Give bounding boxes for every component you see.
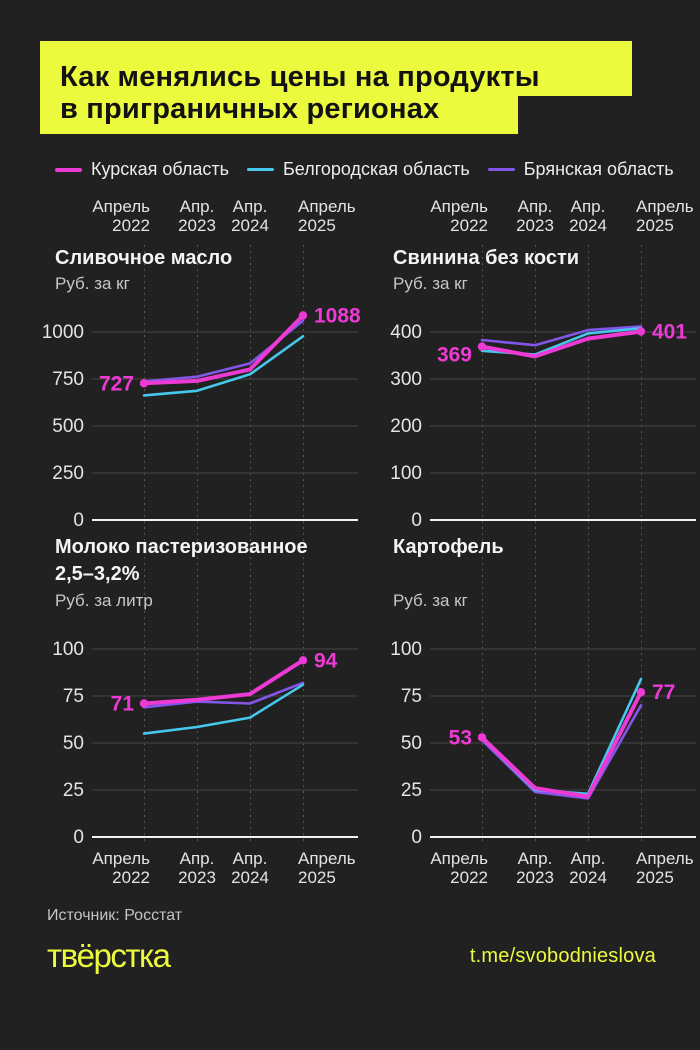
- svg-text:71: 71: [111, 693, 135, 716]
- chart-unit-label: Руб. за кг: [55, 274, 130, 293]
- x-axis-label: Апрель 2025: [636, 197, 694, 235]
- chart-title: Картофель: [393, 536, 504, 558]
- chart-title: Свинина без кости: [393, 247, 580, 269]
- x-axis-bottom: Апрель 2022 Апр. 2023 Апр. 2024 Апрель 2025: [40, 849, 362, 887]
- svg-text:0: 0: [411, 827, 422, 848]
- chart-title: Сливочное масло: [55, 247, 233, 269]
- svg-text:727: 727: [99, 372, 134, 395]
- svg-text:100: 100: [390, 639, 422, 660]
- svg-text:50: 50: [401, 733, 422, 754]
- x-axis-top: Апрель 2022 Апр. 2023 Апр. 2024 Апрель 2025: [40, 197, 362, 235]
- legend-item-bryansk: Брянская область: [487, 159, 674, 180]
- chart-unit-label: Руб. за кг: [393, 591, 468, 610]
- chart-pork: Свинина без кости Руб. за кг 400 300 200 10…: [378, 245, 700, 531]
- x-axis-label: Апрель 2022: [430, 197, 488, 235]
- x-axis-label: Апр. 2023: [516, 849, 554, 887]
- kursk-line-swatch-icon: [55, 167, 82, 172]
- svg-text:369: 369: [437, 344, 472, 367]
- legend-label: Брянская область: [523, 159, 674, 179]
- verstka-logo: твёрстка: [47, 937, 171, 974]
- x-axis-label: Апр. 2023: [516, 197, 554, 235]
- chart-column-right: Апрель 2022 Апр. 2023 Апр. 2024 Апрель 2025 …: [378, 197, 700, 887]
- x-axis-label: Апр. 2023: [178, 197, 216, 235]
- legend-label: Курская область: [91, 159, 229, 179]
- x-axis-label: Апрель 2025: [298, 197, 356, 235]
- x-axis-label: Апрель 2025: [636, 849, 694, 887]
- svg-text:400: 400: [390, 322, 422, 343]
- svg-text:1000: 1000: [42, 322, 84, 343]
- chart-title: Молоко пастеризованное 2,5–3,2%: [55, 536, 308, 585]
- x-axis-bottom: Апрель 2022 Апр. 2023 Апр. 2024 Апрель 2025: [378, 849, 700, 887]
- x-axis-label: Апр. 2024: [569, 849, 607, 887]
- legend-item-belgorod: Белгородская область: [246, 159, 470, 180]
- svg-text:401: 401: [652, 321, 687, 344]
- svg-text:0: 0: [73, 510, 84, 531]
- chart-milk: Молоко пастеризованное 2,5–3,2% Руб. за л…: [40, 534, 362, 848]
- source-note: Источник: Росстат: [47, 907, 183, 924]
- footer: твёрстка t.me/svobodnieslova: [47, 937, 656, 975]
- svg-text:25: 25: [401, 780, 422, 801]
- svg-text:75: 75: [63, 686, 84, 707]
- page-title-line-2: в приграничных регионах: [40, 95, 518, 134]
- chart-butter: Сливочное масло Руб. за кг 1000 750 500 250…: [40, 245, 362, 532]
- legend-label: Белгородская область: [282, 159, 470, 179]
- x-axis-label: Апр. 2024: [231, 197, 269, 235]
- telegram-link[interactable]: t.me/svobodnieslova: [469, 944, 656, 967]
- svg-text:50: 50: [63, 733, 84, 754]
- legend-item-kursk: Курская область: [55, 159, 229, 180]
- svg-text:94: 94: [314, 649, 338, 672]
- chart-unit-label: Руб. за кг: [393, 274, 468, 293]
- svg-text:0: 0: [73, 827, 84, 848]
- x-axis-top: Апрель 2022 Апр. 2023 Апр. 2024 Апрель 2025: [378, 197, 700, 235]
- svg-text:300: 300: [390, 369, 422, 390]
- svg-text:77: 77: [652, 681, 675, 704]
- pork-line-chart: 400 300 200 100 0 369 401: [390, 321, 696, 531]
- svg-text:100: 100: [390, 463, 422, 484]
- legend: Курская область Белгородская область Бря…: [55, 159, 700, 180]
- chart-unit-label: Руб. за литр: [55, 591, 153, 610]
- belgorod-line-swatch-icon: [246, 168, 274, 171]
- butter-line-chart: 1000 750 500 250 0 727 1088: [42, 305, 361, 532]
- svg-text:0: 0: [411, 510, 422, 531]
- charts-grid: Апрель 2022 Апр. 2023 Апр. 2024 Апрель 2025 …: [40, 197, 700, 887]
- x-axis-label: Апрель 2022: [92, 849, 150, 887]
- x-axis-label: Апрель 2025: [298, 849, 356, 887]
- svg-text:250: 250: [52, 463, 84, 484]
- chart-column-left: Апрель 2022 Апр. 2023 Апр. 2024 Апрель 2025 …: [40, 197, 362, 887]
- svg-text:1088: 1088: [314, 305, 361, 328]
- x-axis-label: Апрель 2022: [430, 849, 488, 887]
- svg-text:500: 500: [52, 416, 84, 437]
- x-axis-label: Апр. 2024: [569, 197, 607, 235]
- svg-text:200: 200: [390, 416, 422, 437]
- svg-text:25: 25: [63, 780, 84, 801]
- milk-line-chart: 100 75 50 25 0 71 94: [52, 639, 358, 848]
- bryansk-line-swatch-icon: [487, 168, 515, 171]
- chart-potato: Картофель Руб. за кг 100 75 50 25 0 53 77: [378, 534, 700, 848]
- x-axis-label: Апр. 2023: [178, 849, 216, 887]
- x-axis-label: Апр. 2024: [231, 849, 269, 887]
- svg-text:100: 100: [52, 639, 84, 660]
- svg-text:53: 53: [449, 726, 472, 749]
- svg-text:75: 75: [401, 686, 422, 707]
- potato-line-chart: 100 75 50 25 0 53 77: [390, 639, 696, 848]
- page-title: Как менялись цены на продукты в приграни…: [40, 41, 700, 134]
- page-title-line-1: Как менялись цены на продукты: [40, 41, 632, 96]
- x-axis-label: Апрель 2022: [92, 197, 150, 235]
- svg-text:750: 750: [52, 369, 84, 390]
